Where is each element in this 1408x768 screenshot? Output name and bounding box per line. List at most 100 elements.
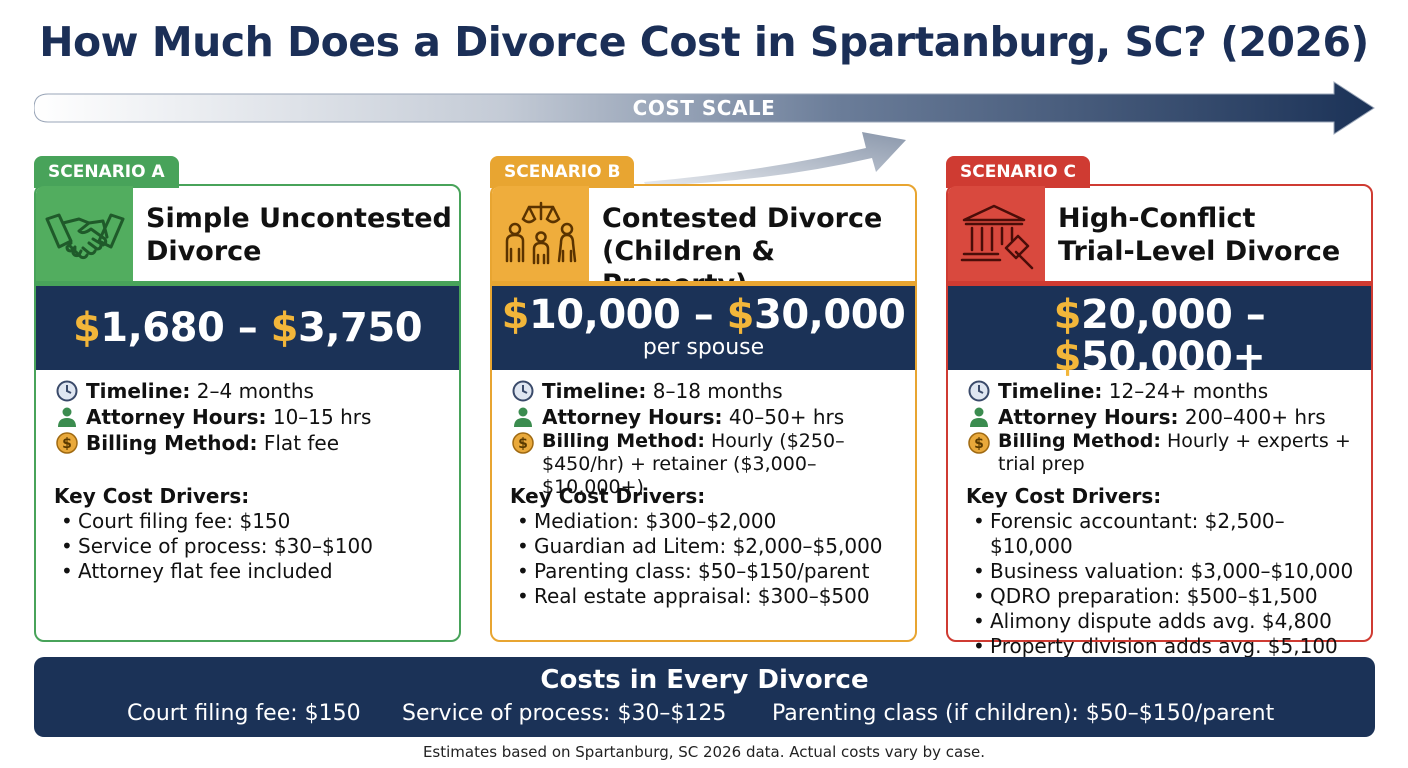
- driver-item: Service of process: $30–$100: [54, 534, 449, 559]
- drivers-heading: Key Cost Drivers:: [966, 484, 1162, 508]
- price-high: 3,750: [298, 305, 423, 351]
- price-low: 10,000: [528, 292, 681, 338]
- title-line: Contested Divorce: [602, 203, 883, 234]
- cost-scale-arrow: COST SCALE: [34, 80, 1376, 138]
- hours-row: Attorney Hours: 40–50+ hrs: [510, 404, 905, 430]
- scenario-a-tab: SCENARIO A: [34, 156, 179, 188]
- hours-row: Attorney Hours: 10–15 hrs: [54, 404, 449, 430]
- price-band: $10,000 – $30,000 per spouse: [492, 286, 915, 370]
- price-high: 30,000: [754, 292, 906, 338]
- footnote: Estimates based on Spartanburg, SC 2026 …: [422, 743, 986, 761]
- billing-row: $ Billing Method: Hourly ($250–$450/hr) …: [510, 430, 905, 499]
- scenario-c-drivers: Key Cost Drivers: Forensic accountant: $…: [966, 484, 1361, 659]
- driver-item: Court filing fee: $150: [54, 509, 449, 534]
- clock-icon: [966, 378, 992, 404]
- billing-row: $ Billing Method: Hourly + experts + tri…: [966, 430, 1361, 476]
- timeline-label: Timeline:: [542, 379, 647, 403]
- dollar-sign: $: [72, 305, 101, 351]
- common-cost-item: Service of process: $30–$125: [402, 701, 727, 726]
- price-separator: –: [680, 292, 727, 338]
- drivers-heading: Key Cost Drivers:: [510, 484, 706, 508]
- price-band: $20,000 – $50,000+ per spouse: [948, 286, 1371, 402]
- price-range: $1,680 – $3,750: [36, 286, 459, 349]
- clock-icon: [54, 378, 80, 404]
- timeline-row: Timeline: 2–4 months: [54, 378, 449, 404]
- billing-row: $ Billing Method: Flat fee: [54, 430, 449, 456]
- title-line: Simple Uncontested: [146, 203, 452, 234]
- price-band: $1,680 – $3,750: [36, 286, 459, 370]
- svg-text:$: $: [62, 436, 72, 452]
- dollar-sign: $: [1053, 292, 1082, 338]
- price-separator: –: [1232, 292, 1266, 338]
- driver-item: Real estate appraisal: $300–$500: [510, 584, 905, 609]
- billing-label: Billing Method:: [542, 430, 705, 452]
- driver-item: Business valuation: $3,000–$10,000: [966, 559, 1361, 584]
- hours-row: Attorney Hours: 200–400+ hrs: [966, 404, 1361, 430]
- scenario-b-card: SCENARIO B Contested Divorce (Children &…: [490, 156, 917, 642]
- cost-scale-label: COST SCALE: [632, 96, 776, 120]
- billing-value: Hourly ($250–$450/hr) + retainer ($3,000…: [542, 430, 845, 498]
- title-line: Trial-Level Divorce: [1058, 236, 1341, 267]
- timeline-row: Timeline: 8–18 months: [510, 378, 905, 404]
- scenario-a-drivers: Key Cost Drivers: Court filing fee: $150…: [54, 484, 449, 584]
- scenario-b-info: Timeline: 8–18 months Attorney Hours: 40…: [510, 378, 905, 499]
- scenario-c-title: High-Conflict Trial-Level Divorce: [1058, 202, 1368, 268]
- svg-text:$: $: [518, 436, 528, 452]
- driver-item: Alimony dispute adds avg. $4,800: [966, 609, 1361, 634]
- escalation-arrow-icon: [644, 132, 906, 186]
- price-high: 50,000+: [1080, 334, 1266, 380]
- hours-label: Attorney Hours:: [86, 405, 267, 429]
- family-scales-icon: [492, 186, 589, 283]
- scenario-c-card: SCENARIO C High-Conflict Trial-Level Div…: [946, 156, 1373, 659]
- price-separator: –: [224, 305, 271, 351]
- common-cost-item: Court filing fee: $150: [127, 701, 361, 726]
- coin-icon: $: [54, 430, 80, 456]
- scenario-c-info: Timeline: 12–24+ months Attorney Hours: …: [966, 378, 1361, 476]
- hours-label: Attorney Hours:: [998, 405, 1179, 429]
- timeline-row: Timeline: 12–24+ months: [966, 378, 1361, 404]
- title-line: High-Conflict: [1058, 203, 1256, 234]
- common-costs-band: Costs in Every Divorce Court filing fee:…: [34, 657, 1375, 737]
- driver-item: QDRO preparation: $500–$1,500: [966, 584, 1361, 609]
- billing-value: Hourly + experts + trial prep: [998, 430, 1351, 475]
- per-spouse-label: per spouse: [1098, 377, 1221, 402]
- driver-item: Forensic accountant: $2,500–$10,000: [966, 509, 1361, 559]
- price-low: 20,000: [1081, 292, 1233, 338]
- accent-bar: [948, 281, 1371, 286]
- accent-bar: [36, 281, 459, 286]
- timeline-label: Timeline:: [86, 379, 191, 403]
- billing-label: Billing Method:: [998, 430, 1161, 452]
- per-spouse-label: per spouse: [642, 335, 765, 360]
- accent-bar: [492, 281, 915, 286]
- scenario-a-card: SCENARIO A Simple Uncontested Divorce $1…: [34, 156, 461, 642]
- timeline-value: 12–24+ months: [1102, 379, 1269, 403]
- driver-item: Property division adds avg. $5,100: [966, 634, 1361, 659]
- person-icon: [510, 404, 536, 430]
- title-line: Divorce: [146, 236, 262, 267]
- clock-icon: [510, 378, 536, 404]
- price-range: $20,000 – $50,000+: [948, 286, 1371, 378]
- timeline-label: Timeline:: [998, 379, 1103, 403]
- scenario-c-tab: SCENARIO C: [946, 156, 1090, 188]
- timeline-value: 2–4 months: [190, 379, 314, 403]
- driver-item: Attorney flat fee included: [54, 559, 449, 584]
- billing-label: Billing Method:: [86, 431, 258, 455]
- price-range: $10,000 – $30,000: [492, 286, 915, 336]
- scenario-b-drivers: Key Cost Drivers: Mediation: $300–$2,000…: [510, 484, 905, 609]
- driver-item: Guardian ad Litem: $2,000–$5,000: [510, 534, 905, 559]
- svg-text:$: $: [974, 436, 984, 452]
- hours-label: Attorney Hours:: [542, 405, 723, 429]
- timeline-value: 8–18 months: [646, 379, 783, 403]
- dollar-sign: $: [726, 292, 755, 338]
- scenario-b-title: Contested Divorce (Children & Property): [602, 202, 912, 301]
- hours-value: 40–50+ hrs: [722, 405, 845, 429]
- handshake-icon: [36, 186, 133, 283]
- scenario-a-title: Simple Uncontested Divorce: [146, 202, 456, 268]
- price-low: 1,680: [100, 305, 225, 351]
- coin-icon: $: [510, 430, 536, 456]
- courthouse-gavel-icon: [948, 186, 1045, 283]
- scenario-b-tab: SCENARIO B: [490, 156, 635, 188]
- dollar-sign: $: [501, 292, 530, 338]
- hours-value: 200–400+ hrs: [1178, 405, 1326, 429]
- driver-item: Parenting class: $50–$150/parent: [510, 559, 905, 584]
